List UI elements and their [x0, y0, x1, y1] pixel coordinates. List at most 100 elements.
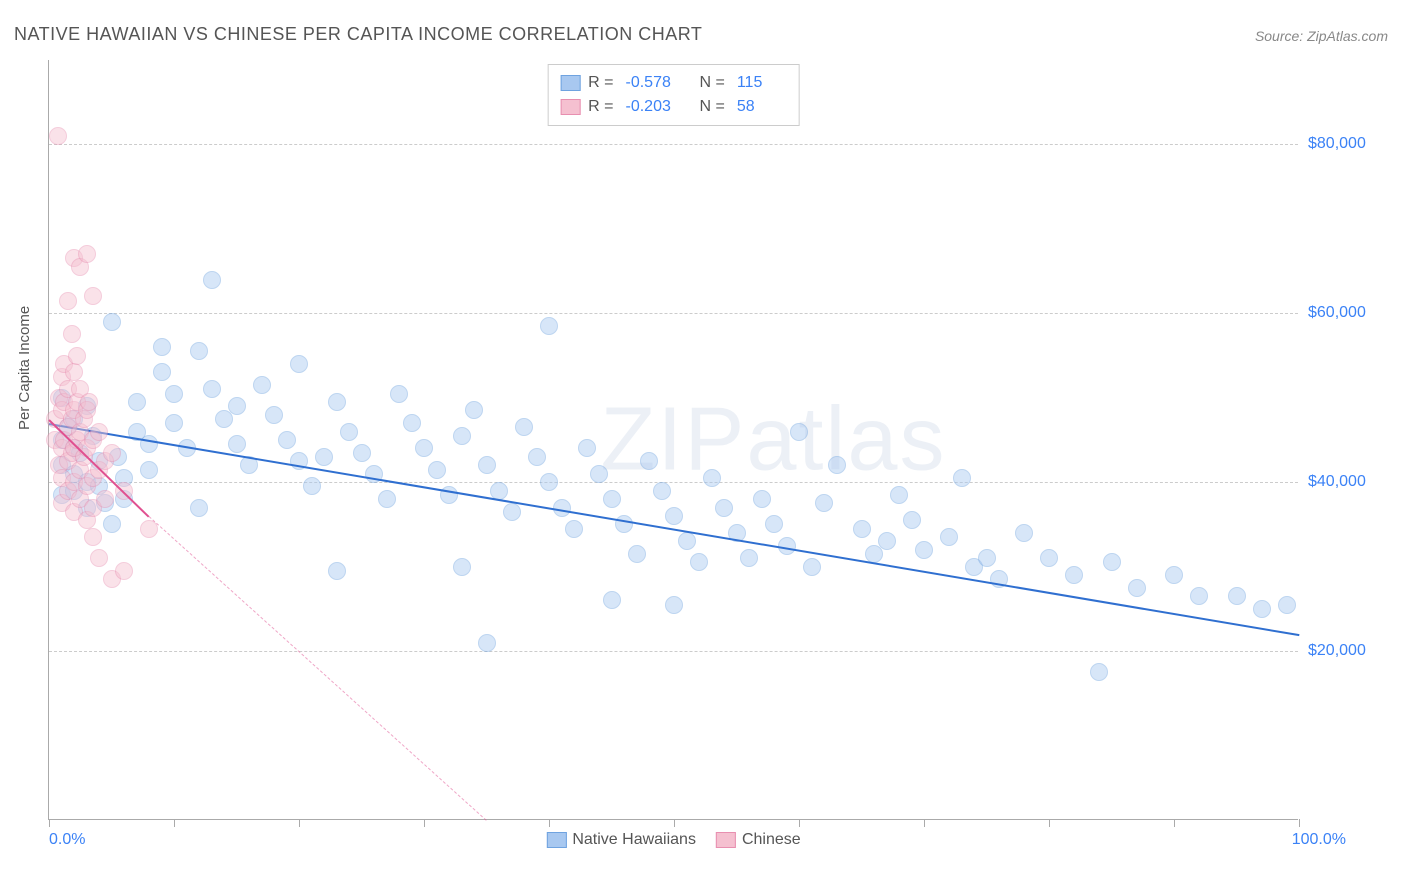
scatter-point	[478, 456, 496, 474]
scatter-point	[1128, 579, 1146, 597]
scatter-point	[678, 532, 696, 550]
scatter-point	[290, 355, 308, 373]
ytick-label: $80,000	[1308, 135, 1388, 153]
scatter-point	[390, 385, 408, 403]
legend-label: Native Hawaiians	[572, 831, 696, 849]
xtick	[1049, 819, 1050, 827]
r-value: -0.203	[626, 95, 676, 119]
legend-row: R = -0.203 N = 58	[560, 95, 787, 119]
xtick	[799, 819, 800, 827]
ytick-label: $60,000	[1308, 304, 1388, 322]
scatter-point	[84, 528, 102, 546]
scatter-point	[453, 558, 471, 576]
gridline	[49, 651, 1298, 652]
scatter-point	[903, 511, 921, 529]
scatter-point	[190, 342, 208, 360]
xtick	[299, 819, 300, 827]
scatter-point	[68, 347, 86, 365]
r-label: R =	[588, 71, 613, 95]
r-value: -0.578	[626, 71, 676, 95]
scatter-point	[303, 477, 321, 495]
scatter-point	[128, 393, 146, 411]
scatter-point	[740, 549, 758, 567]
scatter-point	[515, 418, 533, 436]
xtick	[174, 819, 175, 827]
xtick	[674, 819, 675, 827]
scatter-point	[765, 515, 783, 533]
scatter-point	[203, 271, 221, 289]
scatter-point	[415, 439, 433, 457]
scatter-point	[1228, 587, 1246, 605]
scatter-point	[540, 473, 558, 491]
scatter-point	[63, 325, 81, 343]
scatter-point	[203, 380, 221, 398]
legend-correlation: R = -0.578 N = 115 R = -0.203 N = 58	[547, 64, 800, 126]
watermark: ZIPatlas	[600, 388, 946, 491]
xaxis-min-label: 0.0%	[49, 831, 85, 849]
legend-swatch-pink	[560, 99, 580, 115]
scatter-point	[96, 490, 114, 508]
scatter-point	[84, 287, 102, 305]
scatter-point	[1103, 553, 1121, 571]
scatter-point	[103, 515, 121, 533]
gridline	[49, 482, 1298, 483]
gridline	[49, 144, 1298, 145]
legend-series: Native Hawaiians Chinese	[546, 831, 800, 849]
scatter-point	[815, 494, 833, 512]
legend-item: Chinese	[716, 831, 801, 849]
yaxis-title: Per Capita Income	[16, 306, 33, 430]
scatter-point	[1190, 587, 1208, 605]
scatter-point	[103, 444, 121, 462]
scatter-point	[115, 562, 133, 580]
legend-row: R = -0.578 N = 115	[560, 71, 787, 95]
scatter-point	[828, 456, 846, 474]
scatter-point	[340, 423, 358, 441]
scatter-point	[1090, 663, 1108, 681]
scatter-point	[265, 406, 283, 424]
scatter-point	[190, 499, 208, 517]
scatter-point	[328, 562, 346, 580]
plot-area: ZIPatlas R = -0.578 N = 115 R = -0.203 N…	[48, 60, 1298, 820]
scatter-point	[90, 549, 108, 567]
scatter-point	[540, 317, 558, 335]
xtick	[924, 819, 925, 827]
scatter-point	[578, 439, 596, 457]
scatter-point	[503, 503, 521, 521]
scatter-point	[628, 545, 646, 563]
legend-label: Chinese	[742, 831, 801, 849]
xtick	[49, 819, 50, 827]
scatter-point	[565, 520, 583, 538]
scatter-point	[528, 448, 546, 466]
scatter-point	[803, 558, 821, 576]
trend-line-extrapolated	[149, 516, 487, 821]
scatter-point	[403, 414, 421, 432]
scatter-point	[165, 414, 183, 432]
scatter-point	[878, 532, 896, 550]
chart-title: NATIVE HAWAIIAN VS CHINESE PER CAPITA IN…	[14, 24, 702, 45]
scatter-point	[690, 553, 708, 571]
scatter-point	[80, 393, 98, 411]
xtick	[424, 819, 425, 827]
scatter-point	[378, 490, 396, 508]
xtick	[1299, 819, 1300, 827]
scatter-point	[665, 507, 683, 525]
scatter-point	[665, 596, 683, 614]
scatter-point	[753, 490, 771, 508]
legend-swatch-blue	[560, 75, 580, 91]
scatter-point	[1278, 596, 1296, 614]
scatter-point	[315, 448, 333, 466]
scatter-point	[140, 461, 158, 479]
scatter-point	[78, 245, 96, 263]
source-attribution: Source: ZipAtlas.com	[1255, 28, 1388, 44]
scatter-point	[715, 499, 733, 517]
n-value: 58	[737, 95, 787, 119]
scatter-point	[253, 376, 271, 394]
scatter-point	[940, 528, 958, 546]
scatter-point	[603, 490, 621, 508]
r-label: R =	[588, 95, 613, 119]
scatter-point	[428, 461, 446, 479]
scatter-point	[103, 313, 121, 331]
xtick	[1174, 819, 1175, 827]
chart-container: NATIVE HAWAIIAN VS CHINESE PER CAPITA IN…	[0, 0, 1406, 892]
xtick	[549, 819, 550, 827]
